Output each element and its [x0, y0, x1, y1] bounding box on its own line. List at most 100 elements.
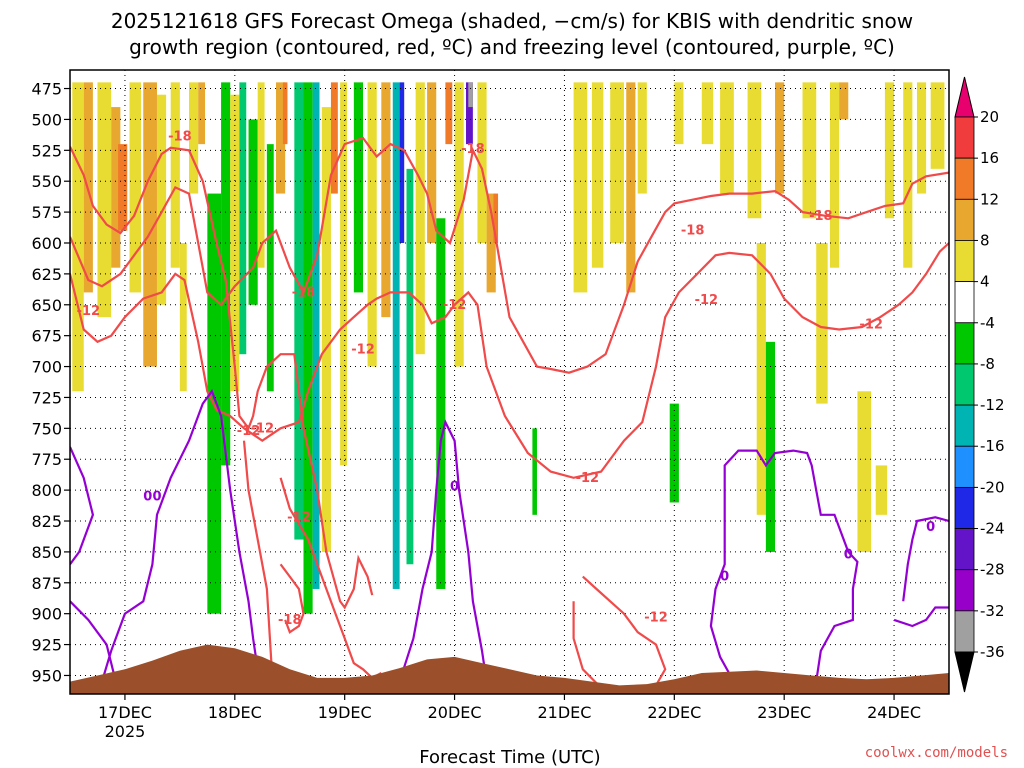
omega-cell-32	[406, 168, 414, 565]
ytick-label-825: 825	[31, 512, 62, 531]
contour-label-dgz_-18_mid-2: -18	[681, 224, 705, 239]
contour-label-dgz_-12-0: -12	[77, 304, 101, 319]
ytick-label-575: 575	[31, 203, 62, 222]
omega-cell-18	[266, 144, 274, 392]
chart-title-line-2: growth region (contoured, red, ºC) and f…	[129, 35, 895, 59]
colorbar-label-4: 4	[980, 273, 990, 291]
omega-cell-2	[97, 82, 112, 318]
xtick-label-19DEC: 19DEC	[318, 703, 372, 722]
colorbar-swatch-16	[954, 116, 975, 159]
omega-cell-45	[591, 82, 604, 268]
colorbar: 20 16 12 8 4 -4 -8 -12 -16 -20 -24 -28 -32 -36	[954, 76, 1005, 693]
omega-cell-11	[198, 82, 206, 145]
omega-cell-40	[477, 82, 487, 243]
plot-area: -18-18-18-18-18-12-12-12-12-12-12-12-12-…	[70, 70, 949, 694]
omega-cell-34	[427, 82, 437, 243]
contour-freezing_0_c	[100, 389, 259, 682]
colorbar-swatch--16	[954, 404, 975, 447]
x-axis-label: Forecast Time (UTC)	[419, 747, 600, 768]
omega-cell-10	[189, 82, 199, 194]
contour-label-dgz_-12-3: -12	[443, 298, 467, 313]
colorbar-label--20: -20	[980, 478, 1005, 496]
omega-cell-0	[72, 82, 84, 392]
contour-label-dgz_-12_lower_closed-0: -12	[237, 424, 261, 439]
contour-dgz_-12_low2	[279, 477, 382, 680]
terrain-fill	[70, 644, 949, 694]
xtick-label-18DEC: 18DEC	[208, 703, 262, 722]
colorbar-swatch--8	[954, 322, 975, 365]
omega-cell-54	[756, 242, 766, 515]
contour-label-dgz_-18_mid-3: -18	[809, 209, 833, 224]
omega-cell-52	[720, 82, 734, 194]
omega-cell-5	[129, 82, 141, 293]
contour-label-freezing_0_e-1: 0	[844, 547, 853, 562]
xtick-label-21DEC: 21DEC	[537, 703, 591, 722]
omega-cell-23	[312, 82, 320, 589]
omega-cell-4	[118, 144, 128, 231]
omega-cell-37	[454, 82, 464, 367]
contour-freezing_0_b	[70, 600, 117, 682]
ytick-label-550: 550	[31, 172, 62, 191]
omega-cell-48	[637, 82, 647, 194]
pressure-axis: 475 500 525 550 575 600 625 650 675 700 725 750 775 8…	[31, 80, 70, 685]
omega-cell-16	[248, 119, 258, 305]
ytick-label-475: 475	[31, 80, 62, 99]
omega-cell-66	[930, 82, 945, 169]
omega-cell-55	[765, 341, 776, 552]
omega-cell-35	[436, 218, 446, 589]
omega-shading	[72, 82, 945, 614]
omega-cell-17	[257, 82, 265, 268]
contour-label-dgz_-12-5: -12	[695, 293, 719, 308]
colorbar-label-8: 8	[980, 231, 990, 249]
ytick-label-700: 700	[31, 358, 62, 377]
plot-frame	[69, 69, 950, 695]
contour-label-dgz_-12-4: -12	[576, 471, 600, 486]
contour-freezing_0_d	[398, 419, 488, 682]
omega-cell-43	[532, 428, 537, 515]
contour-label-freezing_0_e-2: 0	[926, 520, 935, 535]
ytick-label-925: 925	[31, 636, 62, 655]
omega-cell-42	[493, 193, 499, 243]
omega-cell-33	[415, 82, 425, 355]
colorbar-label--4: -4	[980, 314, 995, 332]
omega-cell-62	[875, 465, 888, 515]
colorbar-swatch--32	[954, 569, 975, 612]
colorbar-swatch--28	[954, 528, 975, 571]
omega-cell-53	[747, 82, 762, 219]
omega-cell-28	[367, 82, 377, 367]
ytick-label-725: 725	[31, 388, 62, 407]
colorbar-label--16: -16	[980, 437, 1005, 455]
contour-freezing_0_a	[70, 446, 95, 565]
contour-label-freezing_0_e-0: 0	[720, 570, 729, 585]
credit-text[interactable]: coolwx.com/models	[865, 745, 1008, 761]
contour-dgz_-18_low	[279, 563, 305, 634]
colorbar-label--36: -36	[980, 643, 1005, 661]
contour-label-dgz_-18_upper-0: -18	[168, 130, 192, 145]
omega-cell-51	[701, 82, 714, 145]
contour-label-dgz_-18_low-0: -18	[278, 613, 302, 628]
contour-dgz_-18_mid	[70, 136, 949, 374]
ytick-label-775: 775	[31, 450, 62, 469]
omega-cell-50	[674, 82, 684, 145]
ytick-label-600: 600	[31, 234, 62, 253]
contour-label-freezing_0_d-0: 0	[450, 479, 459, 494]
omega-cell-36	[445, 82, 453, 145]
contour-label-freezing_0_b-0: 0	[143, 489, 152, 504]
contour-freezing_0_g	[902, 516, 949, 602]
contours: -18-18-18-18-18-12-12-12-12-12-12-12-12-…	[70, 130, 949, 692]
omega-cell-44	[573, 82, 588, 293]
contour-label-dgz_-18_mid-0: -18	[292, 285, 316, 300]
xtick-sublabel-year: 2025	[105, 722, 146, 741]
contour-label-dgz_-12_low2-0: -12	[287, 510, 311, 525]
omega-cell-46	[610, 82, 624, 243]
omega-cell-14	[230, 94, 240, 392]
colorbar-label--8: -8	[980, 355, 995, 373]
contour-freezing_0_e	[709, 449, 859, 683]
omega-cell-49	[669, 403, 679, 503]
contour-label-freezing_0_a-0: 0	[152, 489, 161, 504]
colorbar-label--28: -28	[980, 561, 1005, 579]
ytick-label-625: 625	[31, 265, 62, 284]
omega-cell-27	[353, 82, 363, 293]
